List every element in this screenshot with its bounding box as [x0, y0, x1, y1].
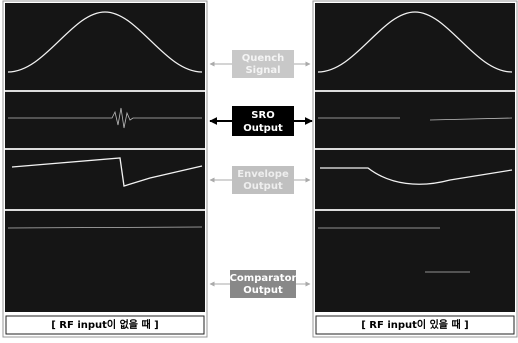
figure: [ RF input이 없을 때 ] [ RF input이 있을 때 ] Qu… [0, 0, 518, 339]
right-scope [313, 1, 517, 337]
label-line: Signal [245, 65, 280, 76]
label-line: Envelope [237, 169, 289, 180]
label-line: Output [243, 181, 283, 192]
label-line: SRO [251, 110, 274, 121]
label-line: Output [243, 285, 283, 296]
left-scope [3, 1, 207, 337]
label-line: Quench [242, 53, 285, 64]
label-line: Comparator [230, 273, 297, 284]
middle-labels: Quench Signal SRO Output Envelope Output… [210, 50, 312, 298]
caption: [ RF input이 없을 때 ] [51, 318, 158, 331]
label-line: Output [243, 123, 283, 134]
caption: [ RF input이 있을 때 ] [361, 318, 468, 331]
